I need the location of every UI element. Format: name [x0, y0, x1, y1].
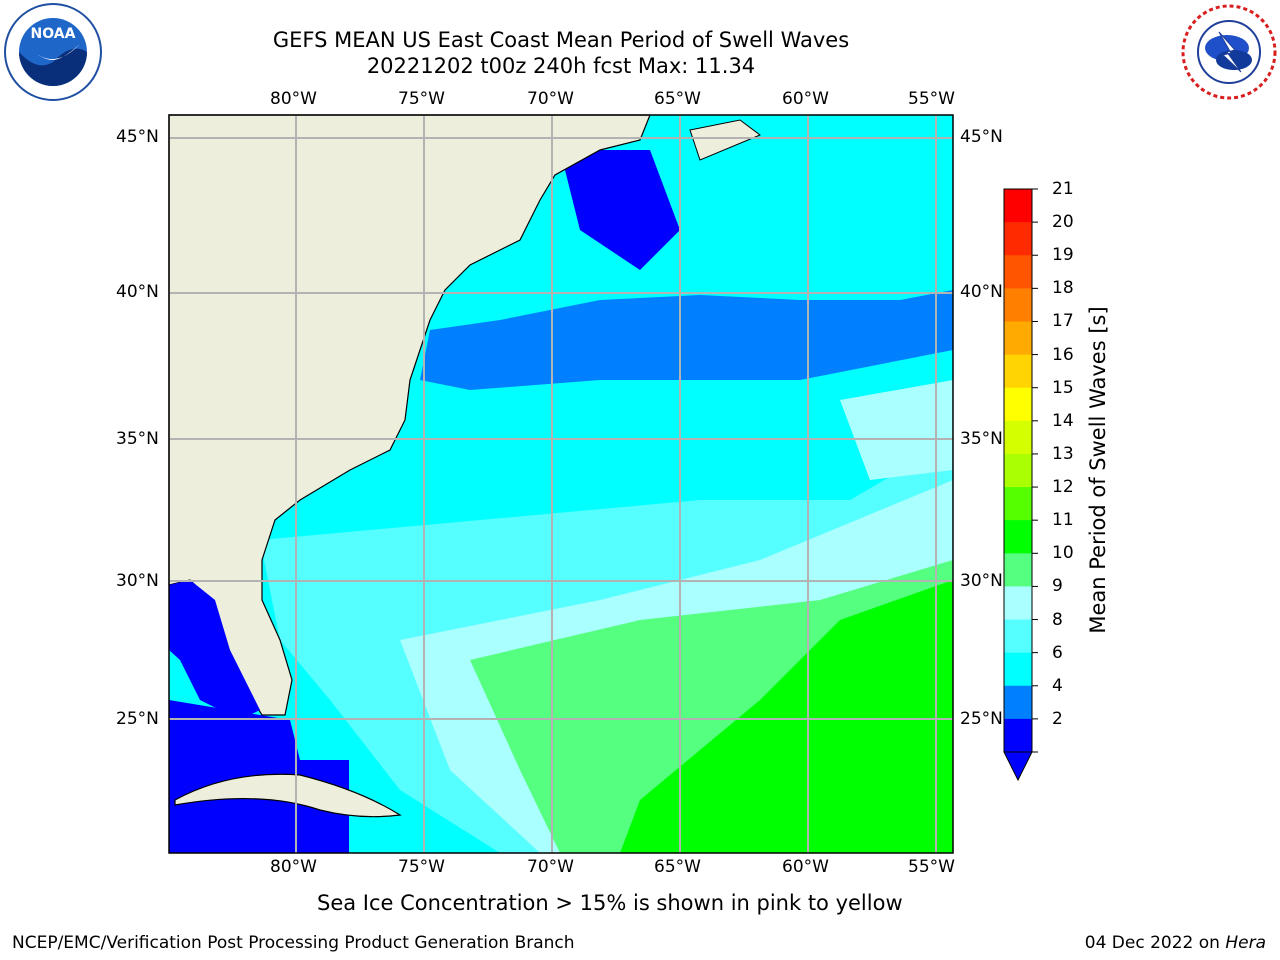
- field-6-8s-north: [700, 120, 953, 260]
- lon-label-top: 60°W: [782, 89, 829, 109]
- noaa-logo-text: NOAA: [31, 26, 76, 42]
- colorbar-segment: [1004, 487, 1032, 521]
- lon-label-bottom: 80°W: [270, 857, 317, 877]
- lat-label-left: 25°N: [116, 709, 159, 729]
- map-frame: [168, 114, 954, 854]
- colorbar-tick-label: 10: [1052, 543, 1074, 564]
- lat-label-right: 30°N: [960, 571, 1003, 591]
- colorbar-tick-label: 12: [1052, 477, 1074, 498]
- colorbar-segment: [1004, 553, 1032, 588]
- sea-ice-note: Sea Ice Concentration > 15% is shown in …: [317, 891, 903, 915]
- lat-label-left: 40°N: [116, 282, 159, 302]
- colorbar-tick-label: 15: [1052, 377, 1074, 398]
- colorbar-tick-label: 20: [1052, 212, 1074, 233]
- lat-label-left: 45°N: [116, 127, 159, 147]
- noaa-logo: NOAA: [2, 2, 104, 102]
- colorbar-tick-label: 2: [1052, 708, 1063, 729]
- colorbar-segment: [1004, 619, 1032, 654]
- colorbar-tick-label: 17: [1052, 311, 1074, 332]
- colorbar-segment: [1004, 420, 1032, 455]
- field-2-4s: [560, 150, 680, 270]
- land-cuba: [174, 773, 402, 818]
- colorbar-segment: [1004, 222, 1032, 256]
- lon-label-bottom: 70°W: [527, 857, 574, 877]
- chart-subtitle: 20221202 t00z 240h fcst Max: 11.34: [366, 54, 756, 78]
- colorbar-segment: [1004, 652, 1032, 687]
- colorbar-tick-label: 18: [1052, 278, 1074, 299]
- lon-label-bottom: 60°W: [782, 857, 829, 877]
- colorbar-segment: [1004, 255, 1032, 289]
- colorbar-segment: [1004, 288, 1032, 323]
- lon-label-bottom: 75°W: [398, 857, 445, 877]
- land-nova-scotia: [689, 119, 761, 161]
- colorbar-segment: [1004, 718, 1032, 753]
- field-9-10s-ne: [840, 380, 953, 480]
- lon-label-top: 70°W: [527, 89, 574, 109]
- lon-label-top: 65°W: [654, 89, 701, 109]
- colorbar-segment: [1004, 354, 1032, 389]
- lon-label-bottom: 65°W: [654, 857, 701, 877]
- colorbar-segment: [1004, 685, 1032, 720]
- nws-logo: [1179, 2, 1279, 102]
- lat-label-left: 35°N: [116, 429, 159, 449]
- lat-label-left: 30°N: [116, 571, 159, 591]
- footer-date: 04 Dec 2022 on Hera: [1085, 933, 1266, 953]
- colorbar-tick-label: 6: [1052, 642, 1063, 663]
- colorbar-frame: [1003, 188, 1033, 753]
- colorbar-tick-label: 16: [1052, 344, 1074, 365]
- colorbar-tick-label: 8: [1052, 609, 1063, 630]
- colorbar-segment: [1004, 453, 1032, 488]
- lat-label-right: 35°N: [960, 429, 1003, 449]
- footer-credit: NCEP/EMC/Verification Post Processing Pr…: [12, 933, 575, 953]
- lat-label-right: 40°N: [960, 282, 1003, 302]
- colorbar-segment: [1004, 586, 1032, 621]
- lon-label-bottom: 55°W: [908, 857, 955, 877]
- lat-label-right: 45°N: [960, 127, 1003, 147]
- lon-label-top: 75°W: [398, 89, 445, 109]
- lon-label-top: 80°W: [270, 89, 317, 109]
- colorbar-segment: [1004, 321, 1032, 356]
- colorbar-segment: [1004, 520, 1032, 554]
- field-11-12s: [620, 580, 953, 853]
- colorbar-tick-label: 13: [1052, 443, 1074, 464]
- gulf-field-2-4s: [169, 580, 260, 720]
- footer-date-text: 04 Dec 2022 on: [1084, 933, 1226, 953]
- footer-machine: Hera: [1225, 933, 1266, 953]
- lon-label-top: 55°W: [908, 89, 955, 109]
- colorbar-segment: [1004, 189, 1032, 223]
- colorbar-tick-label: 11: [1052, 510, 1074, 531]
- colorbar-segment: [1004, 387, 1032, 422]
- colorbar-tick-label: 9: [1052, 576, 1063, 597]
- colorbar-label: Mean Period of Swell Waves [s]: [1086, 306, 1110, 634]
- chart-title: GEFS MEAN US East Coast Mean Period of S…: [272, 28, 850, 52]
- colorbar-tick-label: 4: [1052, 675, 1063, 696]
- colorbar-extend-triangle: [1003, 751, 1033, 782]
- colorbar-tick-label: 21: [1052, 179, 1074, 199]
- field-4-6s: [169, 115, 953, 390]
- lat-label-right: 25°N: [960, 709, 1003, 729]
- colorbar-tick-label: 14: [1052, 410, 1074, 431]
- colorbar-tick-label: 19: [1052, 245, 1074, 266]
